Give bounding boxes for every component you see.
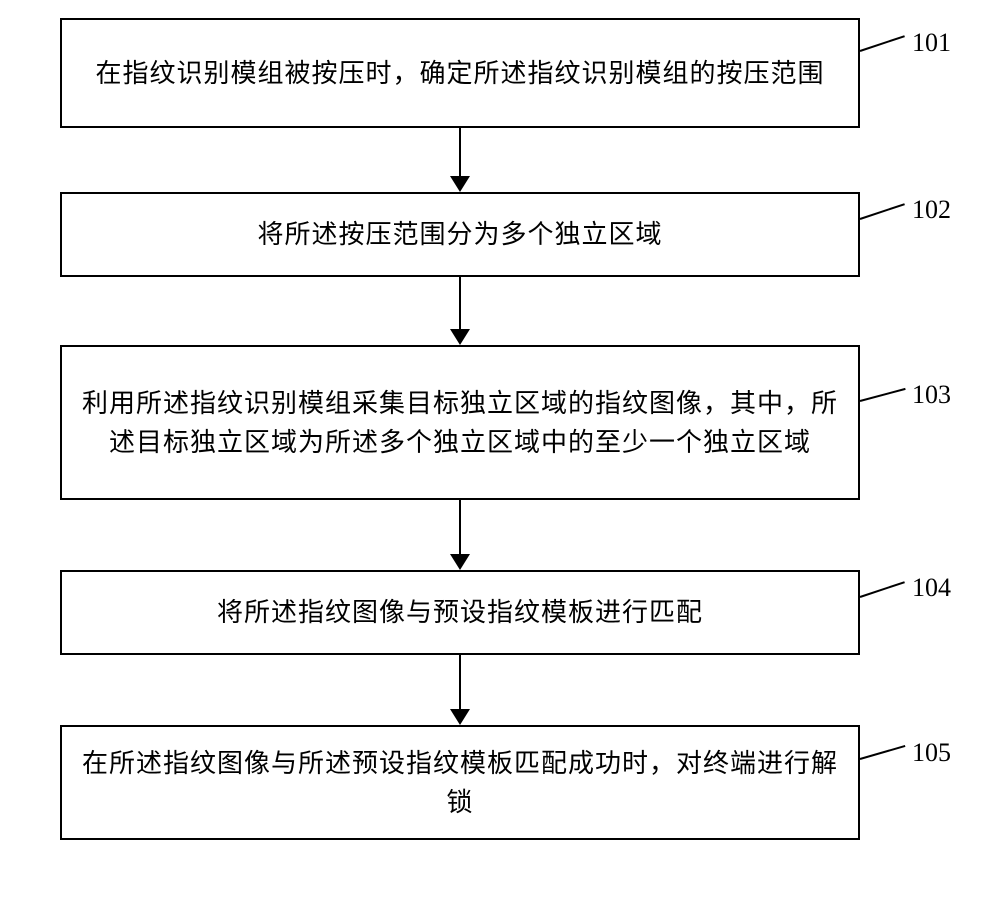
- step-label-105: 105: [912, 738, 951, 768]
- flowchart-canvas: 在指纹识别模组被按压时，确定所述指纹识别模组的按压范围 将所述按压范围分为多个独…: [0, 0, 1000, 915]
- arrow-head-icon: [450, 709, 470, 725]
- leader-line: [860, 388, 906, 402]
- step-label-104: 104: [912, 573, 951, 603]
- step-box-102: 将所述按压范围分为多个独立区域: [60, 192, 860, 277]
- leader-line: [860, 581, 906, 598]
- leader-line: [860, 745, 906, 760]
- step-box-103: 利用所述指纹识别模组采集目标独立区域的指纹图像，其中，所述目标独立区域为所述多个…: [60, 345, 860, 500]
- arrow-line: [459, 277, 461, 331]
- step-text: 将所述按压范围分为多个独立区域: [257, 215, 662, 254]
- leader-line: [860, 35, 906, 52]
- step-box-105: 在所述指纹图像与所述预设指纹模板匹配成功时，对终端进行解锁: [60, 725, 860, 840]
- arrow-head-icon: [450, 176, 470, 192]
- step-label-102: 102: [912, 195, 951, 225]
- arrow-head-icon: [450, 329, 470, 345]
- step-text: 利用所述指纹识别模组采集目标独立区域的指纹图像，其中，所述目标独立区域为所述多个…: [82, 384, 838, 462]
- step-label-103: 103: [912, 380, 951, 410]
- arrow-line: [459, 128, 461, 178]
- arrow-line: [459, 655, 461, 711]
- step-label-101: 101: [912, 28, 951, 58]
- step-text: 将所述指纹图像与预设指纹模板进行匹配: [217, 593, 703, 632]
- step-box-101: 在指纹识别模组被按压时，确定所述指纹识别模组的按压范围: [60, 18, 860, 128]
- step-box-104: 将所述指纹图像与预设指纹模板进行匹配: [60, 570, 860, 655]
- arrow-head-icon: [450, 554, 470, 570]
- arrow-line: [459, 500, 461, 556]
- step-text: 在指纹识别模组被按压时，确定所述指纹识别模组的按压范围: [95, 54, 824, 93]
- step-text: 在所述指纹图像与所述预设指纹模板匹配成功时，对终端进行解锁: [82, 744, 838, 822]
- leader-line: [860, 203, 906, 220]
